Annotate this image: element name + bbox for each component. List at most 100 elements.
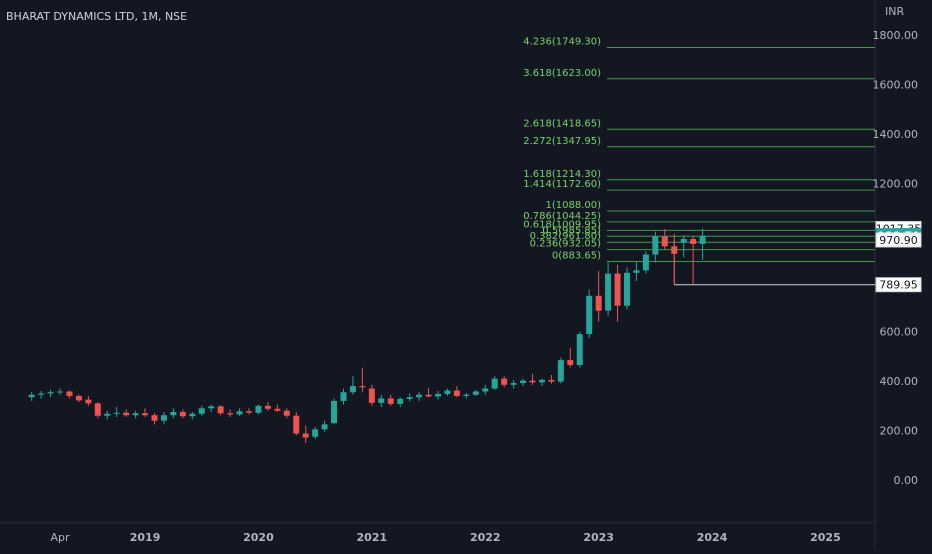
candle [57, 388, 63, 395]
candle-body [142, 413, 149, 416]
x-tick-label: 2020 [243, 531, 274, 544]
candle [293, 412, 300, 436]
y-tick-label: 400.00 [880, 375, 919, 388]
candle-body [491, 378, 498, 389]
candle-body [198, 408, 205, 414]
fib-level-label: 1(1088.00) [545, 200, 601, 211]
fib-level-label: 1.414(1172.60) [523, 179, 601, 190]
fib-level-label: 0.236(932.05) [530, 239, 602, 250]
candle [217, 405, 224, 416]
candle [416, 392, 423, 401]
candle-body [595, 295, 602, 311]
candle [548, 374, 555, 384]
candle [463, 392, 470, 399]
candle-body [349, 386, 356, 393]
time-axis[interactable]: Apr 2019 2020 2021 2022 2023 2024 2025 [50, 531, 840, 544]
fib-level-label: 0.5(985.85) [542, 225, 601, 236]
candle [482, 384, 489, 395]
fib-level-label: 0.786(1044.25) [523, 211, 601, 222]
candle [123, 409, 130, 417]
candle [264, 402, 271, 411]
candle-body [510, 383, 517, 385]
candle-body [661, 236, 668, 247]
candle-body [557, 360, 564, 382]
candle [680, 235, 687, 258]
candle [586, 289, 593, 338]
fib-level-label: 2.272(1347.95) [523, 136, 601, 147]
y-tick-label: 1400.00 [873, 128, 919, 141]
candle-body [227, 413, 234, 415]
candle [491, 376, 498, 390]
candle [349, 376, 356, 395]
candle-body [85, 399, 92, 404]
candle [614, 264, 621, 322]
candle-body [28, 394, 35, 398]
candle-body [671, 246, 678, 254]
candle-body [699, 235, 706, 244]
candle-body [368, 388, 375, 403]
candle-body [501, 378, 508, 385]
candle [661, 229, 668, 251]
candle [605, 262, 612, 316]
candle [520, 378, 527, 387]
candle-body [378, 398, 385, 403]
candle [652, 231, 659, 263]
candle-body [538, 379, 545, 383]
candle-body [614, 273, 621, 306]
candle [302, 425, 309, 443]
price-axis[interactable]: 0.00 200.00 400.00 600.00 1200.00 1400.00 1600… [873, 29, 919, 487]
candle [510, 379, 517, 389]
candle-body [605, 273, 612, 311]
candle-body [387, 398, 394, 404]
fib-extension-drawing[interactable]: 4.236(1749.30) 3.618(1623.00) 2.618(1418.6… [523, 37, 875, 286]
candle-body [104, 413, 111, 416]
candle-body [189, 413, 196, 417]
candle-body [236, 411, 243, 415]
fib-level-label: 0.382(961.80) [530, 231, 602, 242]
candle [387, 394, 394, 406]
candle [94, 402, 101, 419]
candle-body [160, 415, 167, 421]
candle [160, 412, 167, 425]
candle [378, 394, 385, 408]
candle-body [331, 400, 338, 424]
candle-body [57, 391, 63, 393]
candle [624, 267, 630, 310]
y-tick-label: 1800.00 [873, 29, 919, 42]
candle [246, 408, 252, 415]
candle [179, 409, 186, 419]
candle-body [406, 397, 413, 399]
candle-body [624, 272, 630, 306]
candle-body [642, 254, 649, 271]
candle-body [690, 238, 697, 244]
candle [208, 404, 215, 413]
candle-body [529, 380, 536, 383]
candle-body [293, 415, 300, 434]
candle-body [283, 410, 290, 416]
candle-body [246, 411, 252, 413]
currency-label: INR [885, 5, 904, 18]
candle [104, 410, 111, 420]
candle-body [548, 379, 555, 382]
fib-level-label: 0(883.65) [552, 251, 601, 262]
candle-body [208, 406, 215, 409]
fib-level-label: 3.618(1623.00) [523, 68, 601, 79]
fib-level-label: 4.236(1749.30) [523, 37, 601, 48]
x-tick-label: 2025 [810, 531, 841, 544]
candle [406, 393, 413, 402]
candle-body [576, 334, 583, 366]
price-label-text: 970.90 [879, 234, 918, 247]
candle [132, 410, 139, 419]
candle [368, 384, 375, 406]
x-tick-label: 2024 [697, 531, 728, 544]
candle [340, 388, 347, 405]
candle [538, 378, 545, 387]
candle [671, 234, 678, 285]
price-label-text: 789.95 [879, 279, 918, 292]
candle [595, 271, 602, 322]
x-tick-label: 2019 [130, 531, 161, 544]
